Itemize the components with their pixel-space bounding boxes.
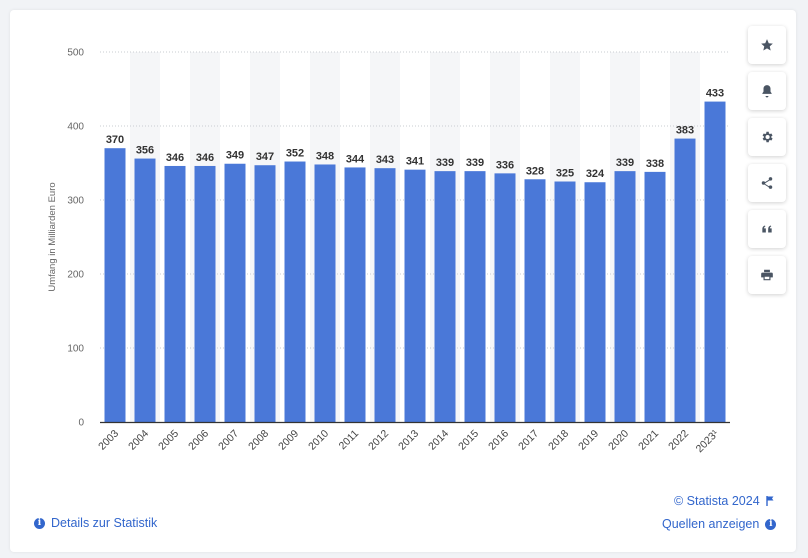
data-label: 338 — [646, 158, 664, 170]
x-tick-label: 2022 — [666, 428, 691, 453]
copyright-link[interactable]: © Statista 2024 — [674, 494, 775, 508]
favorite-button[interactable] — [748, 26, 786, 64]
data-label: 352 — [286, 148, 304, 160]
notification-button[interactable] — [748, 72, 786, 110]
copyright-text: © Statista 2024 — [674, 494, 760, 508]
share-button[interactable] — [748, 164, 786, 202]
x-tick-label: 2021 — [636, 428, 661, 453]
bar — [674, 138, 696, 422]
settings-button[interactable] — [748, 118, 786, 156]
data-label: 344 — [346, 153, 365, 165]
data-label: 339 — [616, 157, 634, 169]
bar — [704, 101, 726, 422]
info-icon: i — [765, 518, 777, 530]
bar — [494, 173, 516, 422]
x-tick-label: 2011 — [337, 428, 362, 453]
bar — [254, 165, 276, 422]
x-tick-label: 2008 — [246, 428, 271, 453]
y-tick-label: 0 — [78, 418, 84, 429]
bar-chart: 0 100 200 300 400 500 370 356 346 346 349 347 352 348… — [47, 48, 730, 455]
bell-icon — [762, 85, 772, 98]
data-label: 339 — [436, 157, 454, 169]
bar — [524, 179, 546, 422]
x-tick-label: 2004 — [126, 428, 151, 453]
x-tick-label: 2018 — [546, 428, 571, 453]
data-label: 328 — [526, 165, 544, 177]
x-tick-label: 2003 — [96, 428, 121, 453]
x-tick-label: 2009 — [276, 428, 301, 453]
bar — [434, 171, 456, 422]
data-label: 348 — [316, 150, 334, 162]
chart-card: 0 100 200 300 400 500 370 356 346 346 349 347 352 348… — [10, 10, 796, 552]
x-tick-label: 2020 — [606, 428, 631, 453]
quote-icon — [762, 225, 772, 233]
x-tick-label: 2016 — [486, 428, 511, 453]
y-tick-label: 200 — [67, 270, 84, 281]
bar — [134, 158, 156, 422]
data-label: 324 — [586, 168, 605, 180]
x-tick-label: 2006 — [186, 428, 211, 453]
share-icon — [761, 177, 773, 189]
data-label: 343 — [376, 154, 394, 166]
x-tick-label: 2019 — [576, 428, 601, 453]
x-tick-label: 2013 — [396, 428, 421, 453]
data-label: 347 — [256, 151, 274, 163]
data-label: 383 — [676, 125, 694, 137]
bar — [404, 169, 426, 422]
bar — [224, 163, 246, 423]
bar — [164, 165, 186, 422]
sources-label: Quellen anzeigen — [662, 517, 760, 531]
bar — [614, 171, 636, 422]
bar — [644, 171, 666, 422]
data-label: 433 — [706, 88, 724, 100]
x-tick-label: 2007 — [216, 428, 241, 453]
data-label: 370 — [106, 134, 124, 146]
data-label: 356 — [136, 145, 154, 157]
data-label: 346 — [196, 152, 214, 164]
y-tick-label: 100 — [67, 344, 84, 355]
data-label: 325 — [556, 168, 574, 180]
cite-button[interactable] — [748, 210, 786, 248]
chart-toolbar — [748, 26, 786, 302]
bar — [584, 182, 606, 422]
y-tick-label: 400 — [67, 122, 84, 133]
bar — [554, 181, 576, 422]
data-label: 339 — [466, 157, 484, 169]
data-label: 346 — [166, 152, 184, 164]
bar — [194, 165, 216, 422]
x-tick-label: 2005 — [156, 428, 181, 453]
bar — [464, 171, 486, 422]
x-tick-label: 2023¹ — [694, 427, 722, 455]
bar — [104, 148, 126, 422]
flag-icon — [765, 496, 774, 506]
x-tick-label: 2014 — [426, 428, 451, 453]
x-tick-label: 2015 — [456, 428, 481, 453]
star-icon — [761, 39, 773, 51]
bar — [284, 161, 306, 422]
x-tick-label: 2012 — [366, 428, 391, 453]
bar — [344, 167, 366, 422]
gear-icon — [762, 131, 773, 143]
print-button[interactable] — [748, 256, 786, 294]
details-label: Details zur Statistik — [51, 516, 158, 530]
data-label: 341 — [406, 156, 424, 168]
printer-icon — [761, 269, 773, 281]
y-tick-label: 500 — [67, 48, 84, 59]
x-tick-label: 2017 — [516, 428, 541, 453]
bar — [374, 168, 396, 422]
bar — [314, 164, 336, 423]
details-link[interactable]: i Details zur Statistik — [34, 516, 157, 530]
x-tick-label: 2010 — [306, 428, 331, 453]
y-axis-title: Umfang in Milliarden Euro — [47, 182, 58, 291]
y-tick-label: 300 — [67, 196, 84, 207]
sources-link[interactable]: Quellen anzeigen i — [662, 517, 777, 531]
data-label: 349 — [226, 150, 244, 162]
data-label: 336 — [496, 159, 514, 171]
info-icon: i — [34, 517, 45, 529]
